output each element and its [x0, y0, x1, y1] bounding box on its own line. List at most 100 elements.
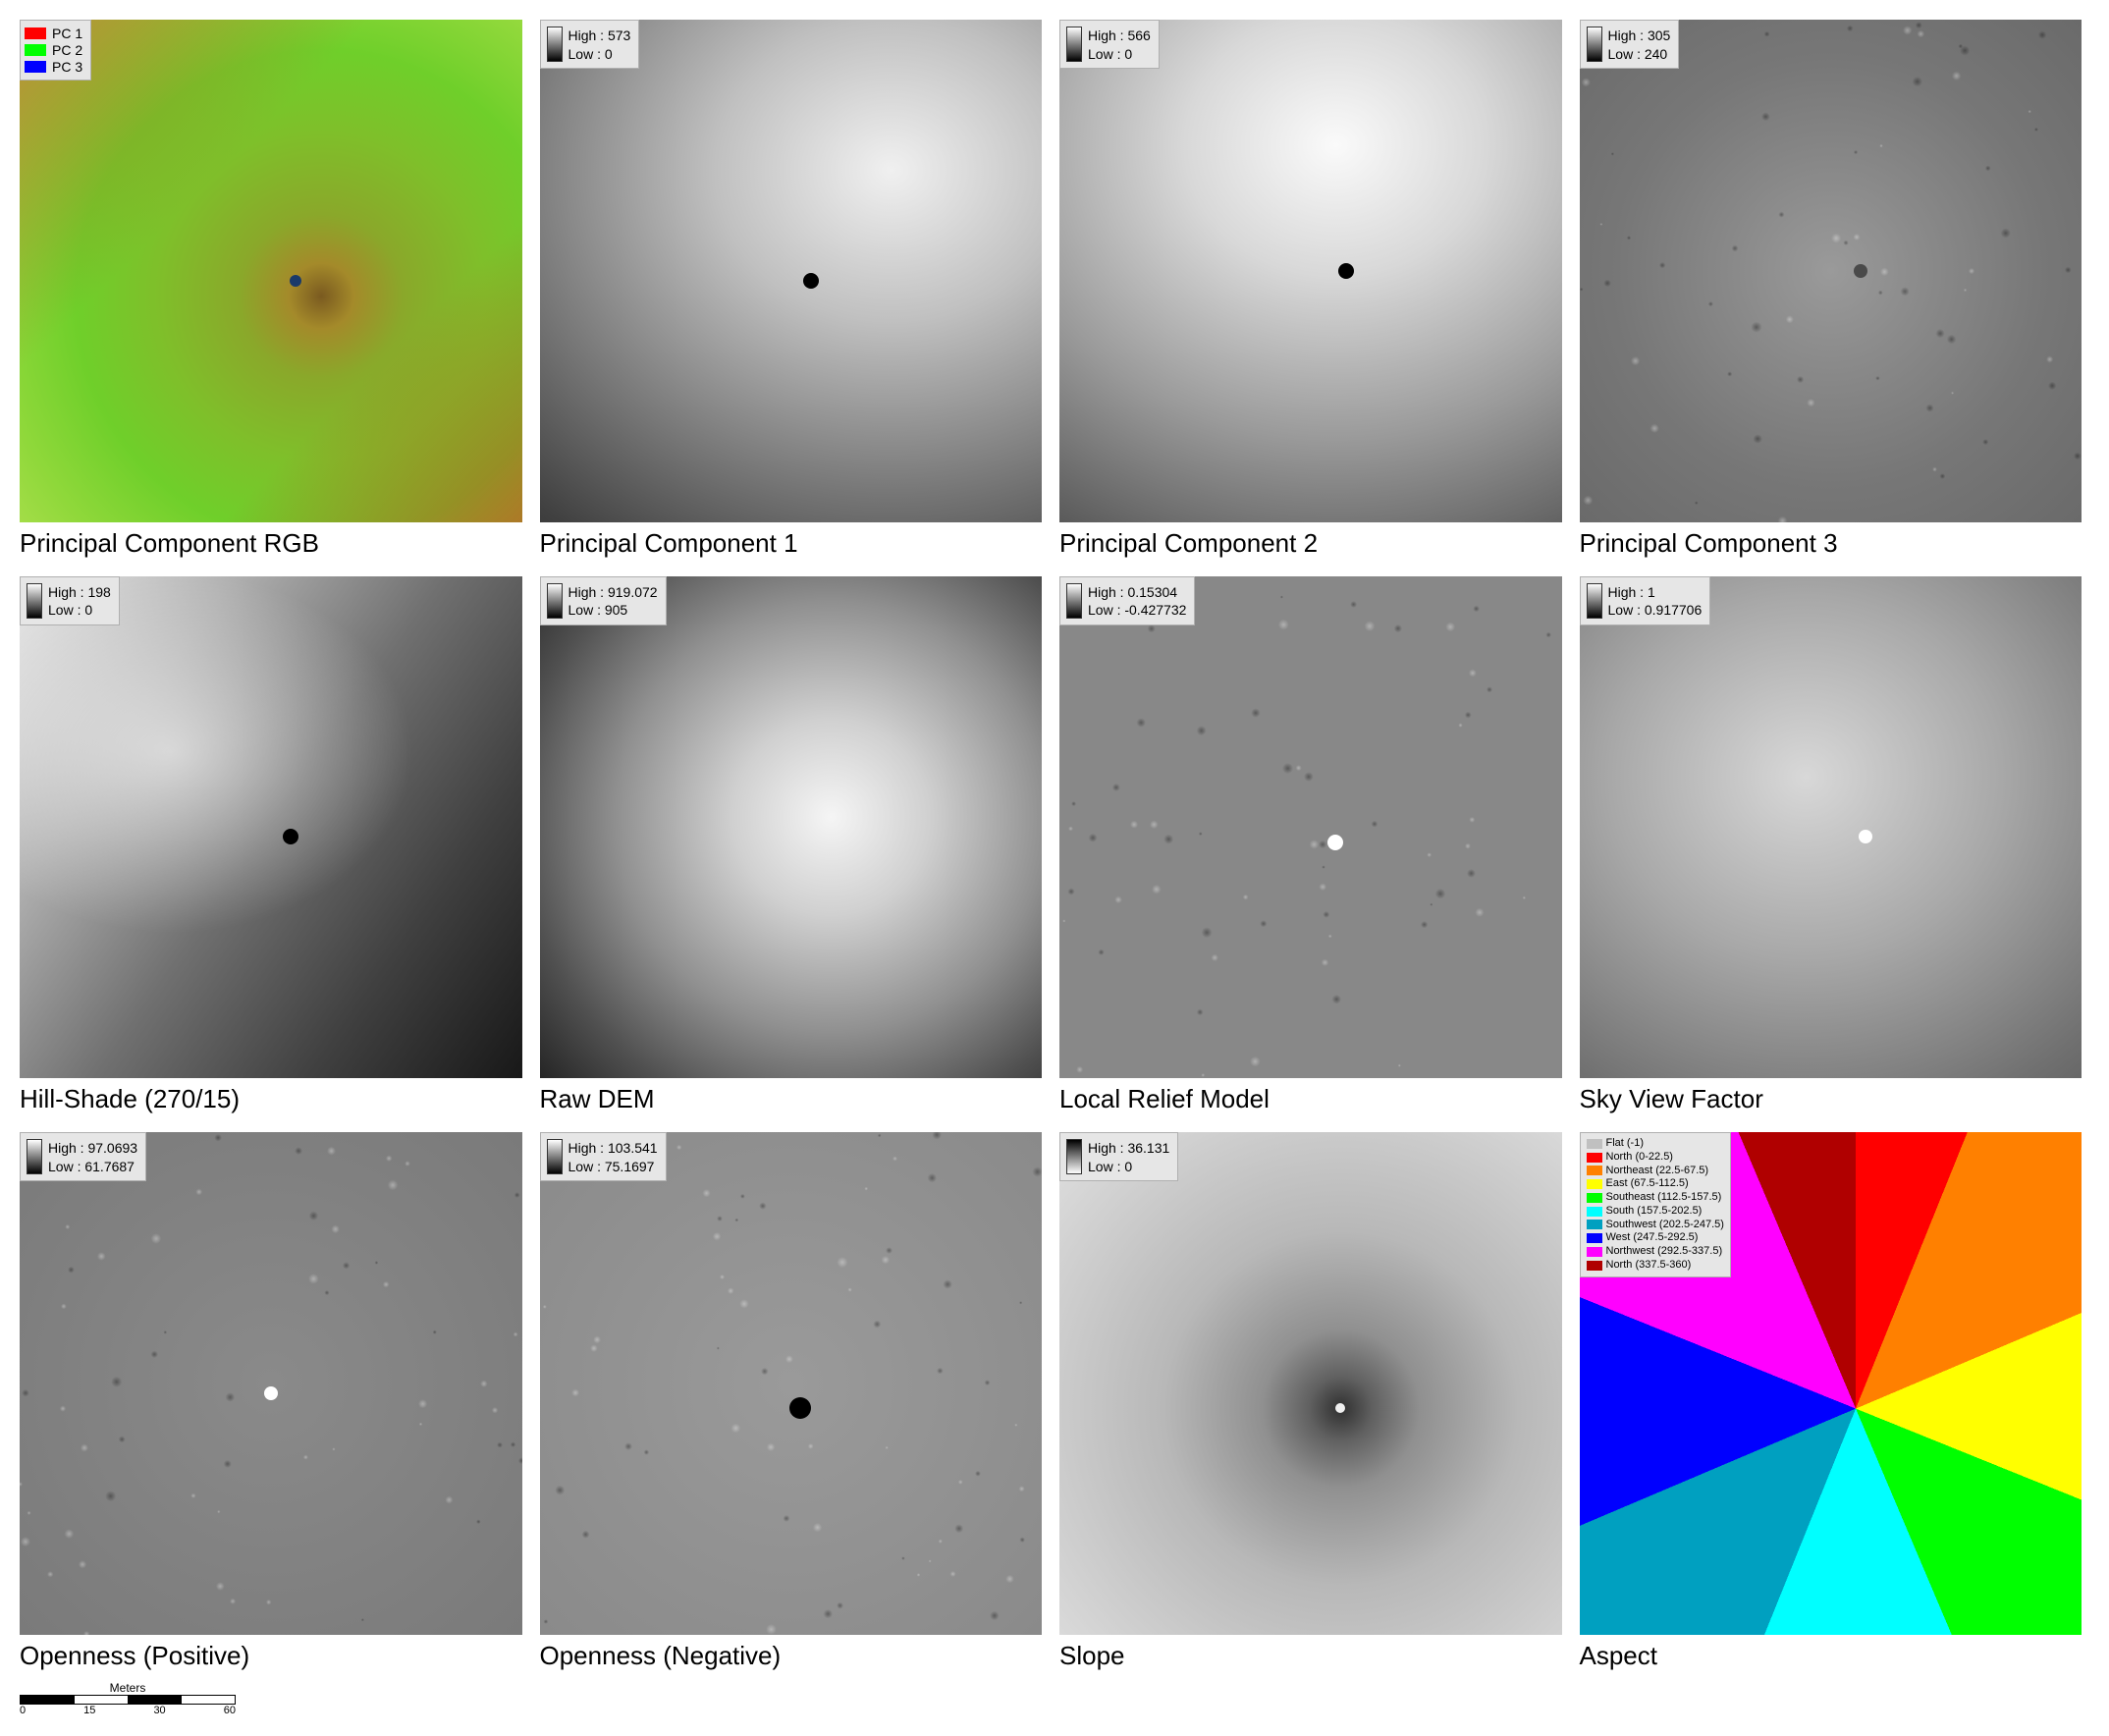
legend-ramp: High : 566Low : 0: [1059, 20, 1160, 69]
legend-swatch: [25, 61, 46, 73]
panel-caption: Principal Component 3: [1580, 528, 2082, 559]
feature-point: [1327, 835, 1343, 850]
feature-point: [290, 275, 301, 287]
legend-high: High : 573: [568, 27, 631, 45]
panel-image: High : 919.072Low : 905: [540, 576, 1043, 1079]
panel-grid: PC 1PC 2PC 3 Principal Component RGB High …: [20, 20, 2082, 1671]
legend-high: High : 566: [1088, 27, 1151, 45]
legend-ramp: High : 198Low : 0: [20, 576, 120, 625]
legend-ramp: High : 305Low : 240: [1580, 20, 1680, 69]
legend-high: High : 198: [48, 583, 111, 602]
panel-caption: Aspect: [1580, 1641, 2082, 1671]
panel-caption: Principal Component 1: [540, 528, 1043, 559]
legend-label: Northwest (292.5-337.5): [1606, 1245, 1723, 1259]
panel-slope: High : 36.131Low : 0 Slope: [1059, 1132, 1562, 1671]
legend-ramp: High : 573Low : 0: [540, 20, 640, 69]
legend-label: Southeast (112.5-157.5): [1606, 1191, 1722, 1205]
legend-swatch: [1587, 1153, 1602, 1163]
panel-image: High : 103.541Low : 75.1697: [540, 1132, 1043, 1635]
panel-lrm: High : 0.15304Low : -0.427732Local Relie…: [1059, 576, 1562, 1115]
panel-image: PC 1PC 2PC 3: [20, 20, 522, 522]
panel-caption: Principal Component 2: [1059, 528, 1562, 559]
legend-low: Low : 905: [568, 601, 658, 620]
legend-label: North (337.5-360): [1606, 1259, 1692, 1273]
panel-caption: Slope: [1059, 1641, 1562, 1671]
legend-high: High : 0.15304: [1088, 583, 1186, 602]
legend-low: Low : 0: [568, 45, 631, 64]
legend-swatch: [1587, 1139, 1602, 1149]
legend-ramp: High : 97.0693Low : 61.7687: [20, 1132, 146, 1181]
legend-low: Low : 0: [48, 601, 111, 620]
panel-image: High : 97.0693Low : 61.7687: [20, 1132, 522, 1635]
feature-point: [1335, 1403, 1345, 1413]
panel-caption: Raw DEM: [540, 1084, 1043, 1114]
legend-high: High : 36.131: [1088, 1139, 1169, 1158]
panel-open_neg: High : 103.541Low : 75.1697 Openness (Neg…: [540, 1132, 1043, 1671]
legend-label: South (157.5-202.5): [1606, 1205, 1703, 1219]
legend-ramp: High : 1Low : 0.917706: [1580, 576, 1711, 625]
panel-image: High : 36.131Low : 0: [1059, 1132, 1562, 1635]
panel-pc1: High : 573Low : 0 Principal Component 1: [540, 20, 1043, 559]
panel-pc3: High : 305Low : 240 Principal Component 3: [1580, 20, 2082, 559]
legend-label: Flat (-1): [1606, 1137, 1645, 1151]
panel-caption: Hill-Shade (270/15): [20, 1084, 522, 1114]
panel-caption: Sky View Factor: [1580, 1084, 2082, 1114]
legend-label: West (247.5-292.5): [1606, 1231, 1699, 1245]
legend-low: Low : 0: [1088, 1158, 1169, 1176]
legend-low: Low : 0: [1088, 45, 1151, 64]
legend-high: High : 305: [1608, 27, 1671, 45]
feature-point: [1338, 263, 1354, 279]
legend-ramp: High : 919.072Low : 905: [540, 576, 667, 625]
panel-image: High : 573Low : 0: [540, 20, 1043, 522]
legend-swatch: [1587, 1179, 1602, 1189]
feature-point: [803, 273, 819, 289]
legend-high: High : 1: [1608, 583, 1703, 602]
legend-ramp: High : 0.15304Low : -0.427732: [1059, 576, 1195, 625]
panel-open_pos: High : 97.0693Low : 61.7687 Openness (Pos…: [20, 1132, 522, 1671]
panel-image: High : 305Low : 240: [1580, 20, 2082, 522]
panel-image: High : 1Low : 0.917706: [1580, 576, 2082, 1079]
legend-swatch: [1587, 1247, 1602, 1257]
legend-label: PC 1: [52, 26, 82, 41]
panel-pc2: High : 566Low : 0 Principal Component 2: [1059, 20, 1562, 559]
legend-rgb: PC 1PC 2PC 3: [20, 20, 91, 81]
legend-label: North (0-22.5): [1606, 1151, 1673, 1165]
feature-point: [1859, 830, 1872, 843]
legend-label: PC 2: [52, 42, 82, 58]
legend-swatch: [1587, 1220, 1602, 1229]
panel-caption: Principal Component RGB: [20, 528, 522, 559]
legend-swatch: [1587, 1193, 1602, 1203]
legend-swatch: [1587, 1207, 1602, 1217]
legend-label: East (67.5-112.5): [1606, 1177, 1689, 1191]
legend-low: Low : 240: [1608, 45, 1671, 64]
panel-image: High : 0.15304Low : -0.427732: [1059, 576, 1562, 1079]
legend-low: Low : 75.1697: [568, 1158, 658, 1176]
feature-point: [264, 1386, 278, 1400]
legend-low: Low : -0.427732: [1088, 601, 1186, 620]
legend-swatch: [25, 44, 46, 56]
legend-low: Low : 0.917706: [1608, 601, 1703, 620]
scalebar-unit: Meters: [20, 1681, 236, 1695]
legend-ramp: High : 103.541Low : 75.1697: [540, 1132, 667, 1181]
panel-caption: Openness (Positive): [20, 1641, 522, 1671]
legend-aspect: Flat (-1)North (0-22.5)Northeast (22.5-6…: [1580, 1132, 1731, 1277]
panel-image: Flat (-1)North (0-22.5)Northeast (22.5-6…: [1580, 1132, 2082, 1635]
panel-svf: High : 1Low : 0.917706 Sky View Factor: [1580, 576, 2082, 1115]
legend-swatch: [1587, 1166, 1602, 1175]
panel-hillshade: High : 198Low : 0 Hill-Shade (270/15): [20, 576, 522, 1115]
legend-high: High : 97.0693: [48, 1139, 137, 1158]
legend-label: PC 3: [52, 59, 82, 75]
feature-point: [283, 829, 298, 844]
legend-swatch: [1587, 1233, 1602, 1243]
panel-caption: Openness (Negative): [540, 1641, 1043, 1671]
legend-label: Northeast (22.5-67.5): [1606, 1165, 1709, 1178]
legend-low: Low : 61.7687: [48, 1158, 137, 1176]
scalebar-ticks: 0 15 30 60: [20, 1705, 236, 1716]
legend-swatch: [1587, 1261, 1602, 1271]
scale-bar: Meters 0 15 30 60: [20, 1681, 236, 1716]
legend-ramp: High : 36.131Low : 0: [1059, 1132, 1178, 1181]
panel-rawdem: High : 919.072Low : 905 Raw DEM: [540, 576, 1043, 1115]
feature-point: [1854, 264, 1867, 278]
panel-pc_rgb: PC 1PC 2PC 3 Principal Component RGB: [20, 20, 522, 559]
legend-high: High : 919.072: [568, 583, 658, 602]
